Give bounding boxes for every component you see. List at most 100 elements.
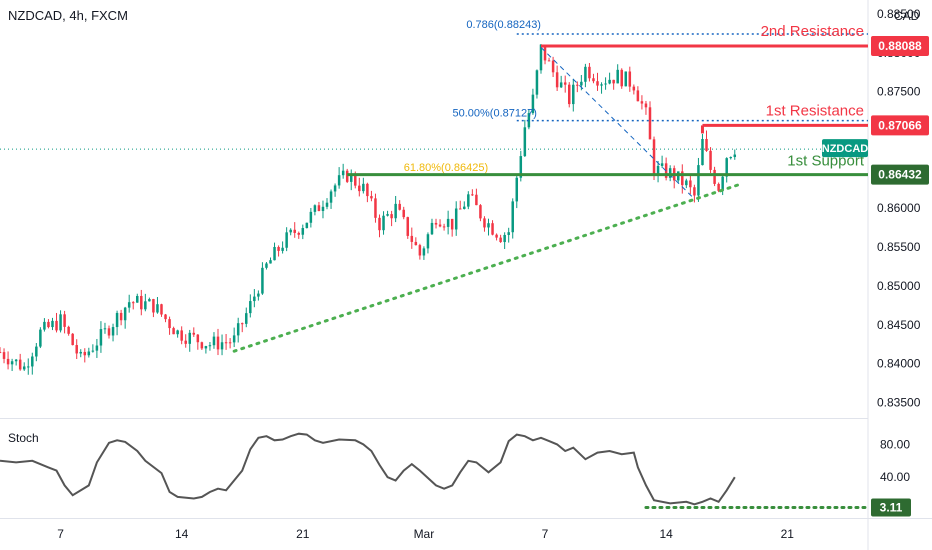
candle-body [572, 84, 575, 105]
chart-title: NZDCAD, 4h, FXCM [8, 8, 128, 23]
candle-body [394, 203, 397, 219]
candle-body [539, 44, 543, 71]
candle-body [721, 176, 724, 191]
candle-body [39, 329, 42, 347]
candle-body [0, 351, 2, 353]
candle-body [499, 237, 502, 243]
candle-body [479, 205, 482, 219]
candle-body [390, 214, 393, 219]
candle-body [608, 79, 611, 84]
time-tick-label: Mar [414, 527, 435, 541]
candle-body [612, 79, 615, 84]
candle-body [321, 206, 325, 212]
candle-body [91, 350, 95, 352]
candle-body [434, 222, 438, 225]
candle-body [180, 330, 183, 341]
price-tick-label: 0.83500 [877, 395, 921, 409]
candle-body [27, 366, 30, 368]
candle-body [596, 81, 599, 86]
fib-label: 61.80%(0.86425) [404, 162, 488, 174]
candle-body [63, 314, 66, 327]
first-resistance-price-tag: 0.87066 [878, 118, 922, 132]
candle-body [475, 194, 478, 206]
stoch-line [0, 432, 736, 506]
candle-body [14, 359, 18, 362]
candle-body [689, 180, 692, 188]
candle-body [422, 248, 426, 256]
candle-body [370, 196, 373, 199]
candle-body [527, 113, 531, 128]
candle-body [567, 84, 571, 105]
candle-body [224, 342, 228, 344]
candle-body [208, 345, 212, 347]
candle-body [192, 332, 196, 335]
price-tick-label: 0.87500 [877, 85, 921, 99]
candle-body [51, 320, 54, 328]
candle-body [414, 241, 418, 246]
candle-body [729, 157, 732, 159]
candle-body [398, 203, 401, 210]
candle-body [140, 295, 143, 310]
candle-body [418, 245, 422, 256]
candle-body [349, 174, 353, 182]
candle-body [620, 69, 623, 87]
candle-body [47, 321, 50, 328]
candle-body [43, 321, 46, 330]
candle-body [337, 175, 341, 186]
candle-body [410, 235, 414, 242]
candle-body [483, 218, 486, 228]
candle-body [374, 198, 377, 218]
candle-body [317, 205, 321, 212]
candle-body [487, 223, 490, 228]
candle-body [293, 229, 296, 233]
candle-body [681, 171, 684, 186]
first-resistance-price-tag-bg [871, 115, 929, 136]
second-resistance-price-tag-bg [871, 35, 929, 56]
candle-body [160, 304, 163, 315]
candle-body [309, 211, 313, 223]
price-tick-label: 0.84000 [877, 357, 921, 371]
candle-body [555, 72, 559, 88]
price-tick-label: 0.85500 [877, 240, 921, 254]
candle-body [531, 94, 535, 114]
candle-body [362, 183, 365, 192]
candle-body [628, 71, 632, 87]
candle-body [228, 342, 232, 344]
candle-body [358, 185, 361, 192]
ascending-trendline [232, 181, 745, 353]
candle-body [616, 69, 619, 84]
candle-body [325, 202, 329, 207]
candle-body [115, 312, 119, 328]
candle-body [200, 342, 204, 349]
symbol-tag: NZDCAD [822, 143, 868, 155]
candle-body [22, 366, 26, 370]
candle-body [232, 335, 236, 343]
candle-body [535, 70, 539, 95]
symbol-tag-bg [822, 139, 868, 158]
candle-body [289, 229, 292, 233]
candle-body [216, 336, 220, 350]
candle-body [588, 66, 591, 79]
candle-body [119, 312, 123, 321]
candle-body [430, 222, 434, 235]
candle-body [454, 208, 458, 230]
candle-body [624, 71, 628, 87]
time-tick-label: 14 [659, 527, 673, 541]
candle-body [79, 351, 82, 354]
candle-body [495, 234, 498, 238]
time-tick-label: 14 [175, 527, 189, 541]
candle-body [644, 103, 648, 108]
time-tick-label: 7 [57, 527, 64, 541]
candle-body [265, 263, 268, 268]
candle-body [705, 138, 708, 151]
candle-body [212, 336, 216, 346]
candle-body [123, 307, 127, 321]
candle-body [127, 302, 131, 308]
candle-body [281, 247, 284, 251]
candle-body [204, 346, 208, 349]
candle-body [584, 66, 587, 82]
candle-body [426, 234, 430, 249]
candle-body [83, 351, 87, 356]
candle-body [660, 163, 664, 166]
